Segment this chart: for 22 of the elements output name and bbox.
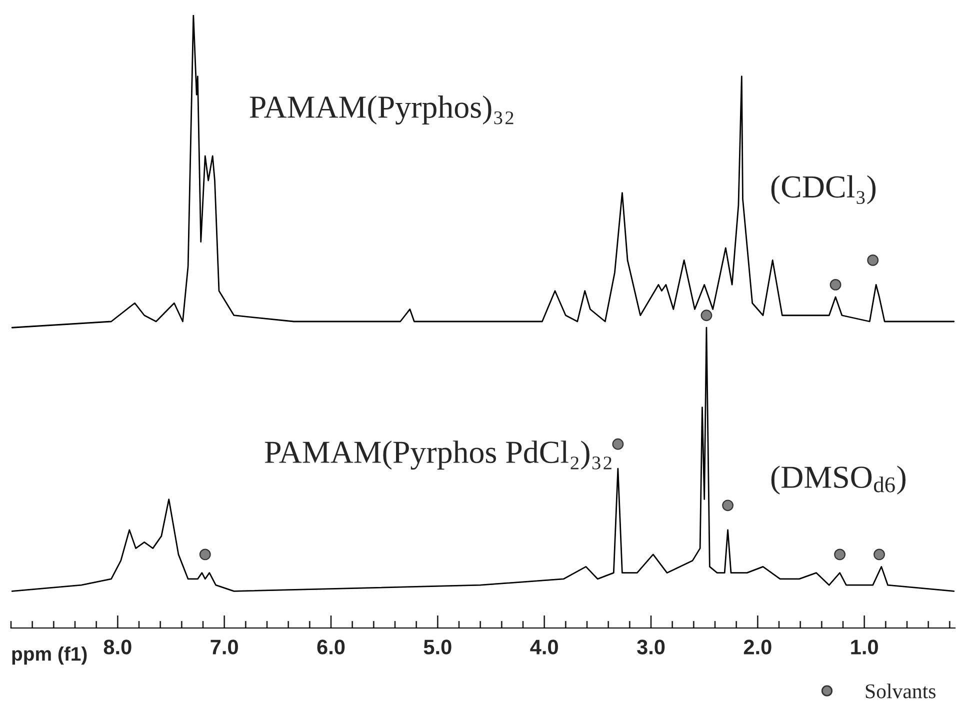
point	[830, 279, 842, 290]
point	[867, 254, 879, 266]
x-tick-label: 8.0	[104, 640, 132, 654]
x-tick-label: 1.0	[851, 640, 878, 654]
point	[874, 548, 885, 560]
point	[834, 548, 846, 560]
annotation: PAMAM(Pyrphos PdCl₂)₃₂	[264, 440, 612, 470]
annotation: (CDCl₃)	[771, 175, 876, 204]
x-tick-label: 3.0	[637, 640, 665, 654]
annotation: (DMSO$_{d6}$)	[771, 466, 906, 495]
point	[722, 500, 734, 512]
x-axis-title: ppm (f1)	[12, 646, 87, 665]
x-tick-label: 4.0	[530, 640, 558, 654]
x-tick-label: 5.0	[424, 640, 452, 654]
x-tick-label: 6.0	[317, 640, 345, 654]
annotation: PAMAM(Pyrphos)₃₂	[250, 95, 514, 125]
point	[612, 438, 624, 450]
x-tick-label: 2.0	[744, 640, 772, 654]
point	[199, 548, 211, 560]
point	[700, 310, 712, 322]
legend-label: Solvants	[866, 684, 936, 698]
x-tick-label: 7.0	[210, 640, 238, 654]
